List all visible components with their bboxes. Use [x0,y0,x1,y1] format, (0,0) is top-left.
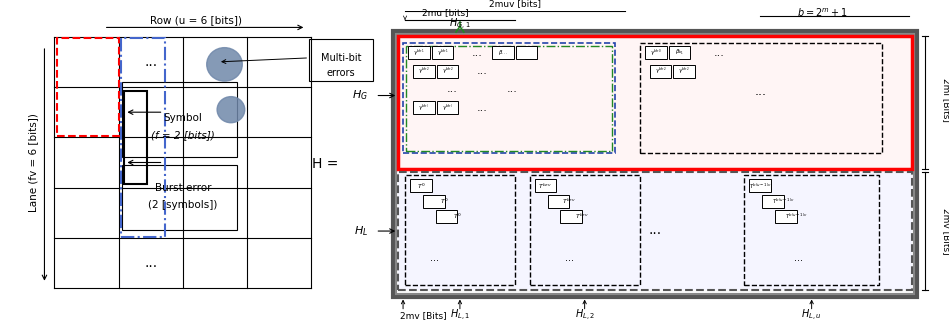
Bar [436,210,457,223]
Bar [432,46,454,59]
Bar [121,165,237,231]
Text: H =: H = [312,157,339,171]
Text: ...: ... [754,85,767,98]
Text: $H_{L,u}$: $H_{L,u}$ [801,308,822,322]
Bar [124,91,147,184]
Bar [744,175,879,285]
Text: $\gamma^{b h_l}$: $\gamma^{b h_l}$ [419,102,429,113]
Text: $T^{bev}$: $T^{bev}$ [575,212,589,221]
Text: $\gamma^{b h_0}$: $\gamma^{b h_0}$ [650,47,661,58]
Text: 2ml [Bits]: 2ml [Bits] [942,78,949,122]
Bar [530,175,640,285]
Text: Row (u = 6 [bits]): Row (u = 6 [bits]) [150,15,242,25]
Text: (2 [symbols]): (2 [symbols]) [148,200,217,210]
Text: 2muv [bits]: 2muv [bits] [489,0,541,8]
Text: $T^{b(u-1)v}$: $T^{b(u-1)v}$ [785,212,809,221]
Text: $\gamma^{b h_2}$: $\gamma^{b h_2}$ [418,66,430,76]
Text: $H_{G,1}$: $H_{G,1}$ [449,17,471,32]
Circle shape [217,97,245,123]
Text: $\gamma^{b h_l}$: $\gamma^{b h_l}$ [442,102,453,113]
Bar [309,39,373,81]
Text: $T^0$: $T^0$ [440,197,449,206]
Bar [749,179,771,193]
Bar [403,43,615,153]
Bar [121,82,237,157]
Bar [437,65,458,78]
Bar [548,195,569,208]
Bar [399,36,912,169]
Text: ...: ... [714,48,724,58]
Text: ...: ... [794,253,803,263]
Bar [393,31,917,297]
Bar [492,46,513,59]
Text: $\gamma^{b h_2}$: $\gamma^{b h_2}$ [679,66,690,76]
Text: ...: ... [472,48,483,58]
Text: $T^{bev}$: $T^{bev}$ [562,197,576,206]
Text: 2mu [bits]: 2mu [bits] [421,8,468,17]
Text: Symbol: Symbol [163,113,202,123]
Text: ...: ... [144,256,158,270]
Text: ...: ... [430,253,439,263]
Bar [775,210,796,223]
Text: ...: ... [447,84,458,94]
Text: $\beta_{...}$: $\beta_{...}$ [497,48,508,57]
Bar [413,101,435,114]
Text: $\gamma^{b h_1}$: $\gamma^{b h_1}$ [413,47,425,58]
Bar [650,65,672,78]
Bar [423,195,444,208]
Text: ...: ... [476,102,488,112]
Text: 2mv [Bits]: 2mv [Bits] [400,311,446,320]
Bar [640,43,882,153]
Text: ...: ... [144,55,158,69]
Bar [534,179,556,193]
Text: $H_{L,2}$: $H_{L,2}$ [574,308,595,322]
Text: errors: errors [326,68,355,78]
Bar [674,65,696,78]
Text: $T^0$: $T^0$ [453,212,462,221]
Text: ...: ... [507,84,517,94]
Text: $\beta_{b_1}$: $\beta_{b_1}$ [675,48,684,57]
Bar [399,172,912,290]
Bar [410,179,432,193]
Text: $H_L$: $H_L$ [354,224,368,238]
Bar [405,175,514,285]
Text: $b = 2^m + 1$: $b = 2^m + 1$ [797,6,847,19]
Bar [561,210,582,223]
Bar [406,46,612,151]
Text: $T^{bev}$: $T^{bev}$ [538,181,552,191]
Text: $\gamma^{b h_1}$: $\gamma^{b h_1}$ [437,47,449,58]
Bar [762,195,784,208]
Text: $T^{b(u-1)v}$: $T^{b(u-1)v}$ [749,181,772,191]
Text: 2mv [Bits]: 2mv [Bits] [942,208,949,254]
Bar [408,46,430,59]
Text: $H_{L,1}$: $H_{L,1}$ [450,308,470,322]
Text: Burst error: Burst error [155,183,211,193]
Bar [515,46,537,59]
Bar [644,46,666,59]
Circle shape [207,48,242,81]
Bar [121,38,165,237]
Text: $T^0$: $T^0$ [417,181,425,191]
Bar [396,34,914,294]
Bar [413,65,435,78]
Text: ...: ... [648,223,661,237]
Text: ...: ... [476,66,488,76]
Text: $T^{b(u-1)v}$: $T^{b(u-1)v}$ [772,197,795,206]
Bar [668,46,690,59]
Bar [57,38,119,137]
Text: Lane (fv = 6 [bits]): Lane (fv = 6 [bits]) [28,113,38,212]
Bar [437,101,458,114]
Text: Multi-bit: Multi-bit [321,53,361,63]
Text: $H_G$: $H_G$ [352,89,368,102]
Text: ...: ... [565,253,574,263]
Text: $\gamma^{b h_2}$: $\gamma^{b h_2}$ [441,66,454,76]
Text: $\gamma^{b h_2}$: $\gamma^{b h_2}$ [655,66,666,76]
Text: (f = 2 [bits]): (f = 2 [bits]) [151,130,214,140]
